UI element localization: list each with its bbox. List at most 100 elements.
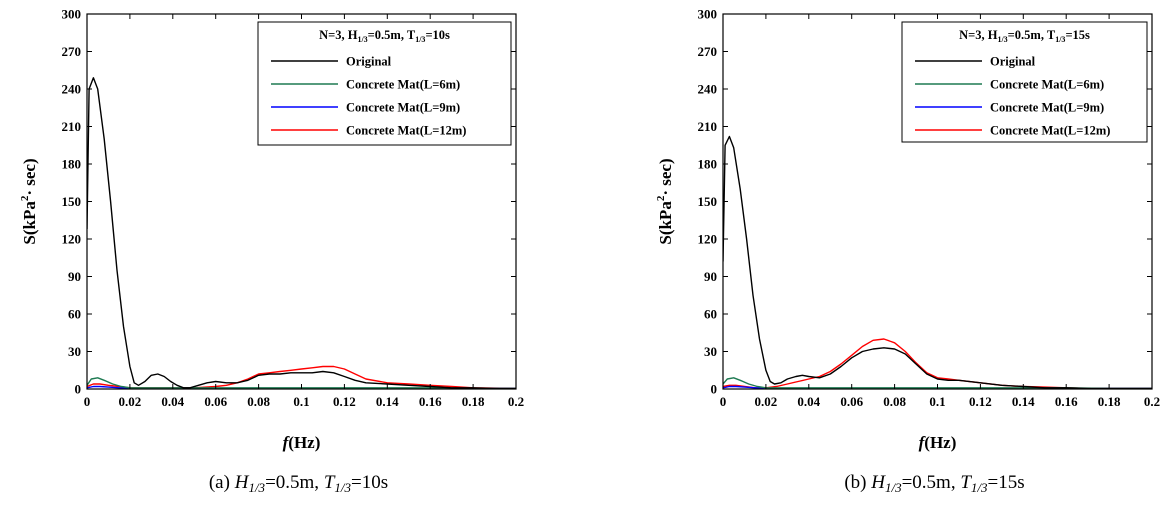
x-tick-label: 0.2 <box>1144 394 1160 409</box>
x-tick-label: 0.02 <box>119 394 142 409</box>
x-tick-label: 0.06 <box>840 394 863 409</box>
legend-label: Concrete Mat(L=9m) <box>990 101 1104 115</box>
caption-t-symbol: T <box>960 472 972 493</box>
legend-title: N=3, H1/3=0.5m, T1/3=10s <box>319 28 450 44</box>
x-tick-label: 0.14 <box>376 394 399 409</box>
legend-label: Concrete Mat(L=9m) <box>346 101 460 115</box>
y-tick-label: 150 <box>62 194 82 209</box>
y-tick-label: 30 <box>704 344 717 359</box>
y-tick-label: 90 <box>704 269 717 284</box>
y-tick-label: 270 <box>698 44 718 59</box>
legend-frame <box>901 21 1148 143</box>
x-tick-label: 0.06 <box>204 394 227 409</box>
x-tick-label: 0.12 <box>333 394 356 409</box>
figure-caption: (b) H1/3=0.5m, T1/3=15s <box>844 472 1024 495</box>
series-group <box>723 135 1152 389</box>
x-tick-label: 0.1 <box>929 394 945 409</box>
x-axis-title-f: f <box>919 433 927 452</box>
caption-h-sub: 1/3 <box>885 480 902 495</box>
legend: N=3, H1/3=0.5m, T1/3=10sOriginalConcrete… <box>257 21 512 146</box>
legend-label: Concrete Mat(L=6m) <box>346 78 460 92</box>
figure-caption: (a) H1/3=0.5m, T1/3=10s <box>209 472 388 495</box>
chart-panel-b: 0 30 60 90 120 150 180 210 240 270 300 0 0.02 0.04 0.0… <box>655 7 1160 496</box>
x-tick-label: 0.14 <box>1012 394 1035 409</box>
chart-panel-a: 0 30 60 90 120 150 180 210 240 270 300 0 0.02 0.04 0.0… <box>19 7 524 496</box>
y-tick-label: 30 <box>68 344 81 359</box>
y-tick-label: 300 <box>62 7 82 22</box>
y-tick-label: 90 <box>68 269 81 284</box>
x-axis-title-rest: (Hz) <box>288 433 320 452</box>
legend-label: Concrete Mat(L=12m) <box>990 124 1110 138</box>
legend: N=3, H1/3=0.5m, T1/3=15sOriginalConcrete… <box>901 21 1148 143</box>
y-tick-label: 120 <box>698 232 718 247</box>
legend-title: N=3, H1/3=0.5m, T1/3=15s <box>959 28 1090 44</box>
legend-label: Original <box>346 55 392 69</box>
caption-h-symbol: H <box>234 472 250 493</box>
y-axis-title-main: S(kPa <box>656 201 675 245</box>
y-axis-title-sup: 2 <box>19 195 31 201</box>
y-tick-label: 60 <box>704 307 717 322</box>
y-tick-label: 210 <box>62 119 82 134</box>
x-tick-label: 0.18 <box>462 394 485 409</box>
y-axis-title-sup: 2 <box>655 195 667 201</box>
legend-title-suffix: =15s <box>1065 28 1090 42</box>
legend-title-suffix: =10s <box>425 28 450 42</box>
x-tick-label: 0.16 <box>1055 394 1078 409</box>
x-axis-title-f: f <box>283 433 291 452</box>
y-axis-title: S(kPa2· sec) <box>655 158 675 244</box>
y-axis-title-rest: · sec) <box>20 158 39 195</box>
legend-title-t-sub: 1/3 <box>415 35 425 44</box>
series-line-original <box>87 77 516 389</box>
legend-title-prefix: N=3, H <box>319 28 358 42</box>
legend-label: Original <box>990 55 1036 69</box>
legend-label: Concrete Mat(L=12m) <box>346 124 466 138</box>
x-axis-title: f(Hz) <box>919 433 957 452</box>
legend-title-prefix: N=3, H <box>959 28 998 42</box>
y-tick-label: 0 <box>711 382 718 397</box>
x-tick-label: 0 <box>720 394 727 409</box>
legend-title-mid: =0.5m, T <box>1008 28 1056 42</box>
y-tick-label: 270 <box>62 44 82 59</box>
caption-h-value: =0.5m, <box>902 472 961 493</box>
x-tick-label: 0.16 <box>419 394 442 409</box>
caption-h-sub: 1/3 <box>248 480 265 495</box>
caption-t-value: =15s <box>988 472 1025 493</box>
x-axis-title: f(Hz) <box>283 433 321 452</box>
caption-t-value: =10s <box>351 472 388 493</box>
x-tick-label: 0.18 <box>1098 394 1121 409</box>
y-tick-label: 240 <box>698 82 718 97</box>
x-tick-label: 0.1 <box>293 394 309 409</box>
x-tick-label: 0.2 <box>508 394 524 409</box>
y-tick-label: 60 <box>68 307 81 322</box>
x-tick-label: 0.12 <box>969 394 992 409</box>
caption-h-symbol: H <box>870 472 886 493</box>
series-line-concrete-mat-l-6m- <box>723 377 1152 389</box>
x-tick-label: 0.08 <box>247 394 270 409</box>
x-tick-label: 0 <box>84 394 91 409</box>
legend-label: Concrete Mat(L=6m) <box>990 78 1104 92</box>
legend-title-t-sub: 1/3 <box>1055 35 1065 44</box>
legend-title-mid: =0.5m, T <box>368 28 416 42</box>
caption-t-sub: 1/3 <box>971 480 988 495</box>
legend-title-h-sub: 1/3 <box>997 35 1007 44</box>
caption-label: (a) <box>209 472 235 493</box>
y-tick-label: 180 <box>698 157 718 172</box>
caption-label: (b) <box>844 472 871 493</box>
y-tick-label: 120 <box>62 232 82 247</box>
x-tick-label: 0.04 <box>797 394 820 409</box>
y-tick-label: 180 <box>62 157 82 172</box>
caption-t-sub: 1/3 <box>334 480 351 495</box>
y-tick-label: 150 <box>698 194 718 209</box>
y-axis-title: S(kPa2· sec) <box>19 158 39 244</box>
caption-h-value: =0.5m, <box>265 472 324 493</box>
y-tick-label: 300 <box>698 7 718 22</box>
y-axis-title-main: S(kPa <box>20 201 39 245</box>
y-tick-label: 210 <box>698 119 718 134</box>
legend-title-h-sub: 1/3 <box>357 35 367 44</box>
series-line-original <box>723 135 1152 389</box>
series-line-concrete-mat-l-12m- <box>723 338 1152 389</box>
y-tick-label: 0 <box>75 382 82 397</box>
x-tick-label: 0.08 <box>883 394 906 409</box>
x-tick-label: 0.04 <box>161 394 184 409</box>
